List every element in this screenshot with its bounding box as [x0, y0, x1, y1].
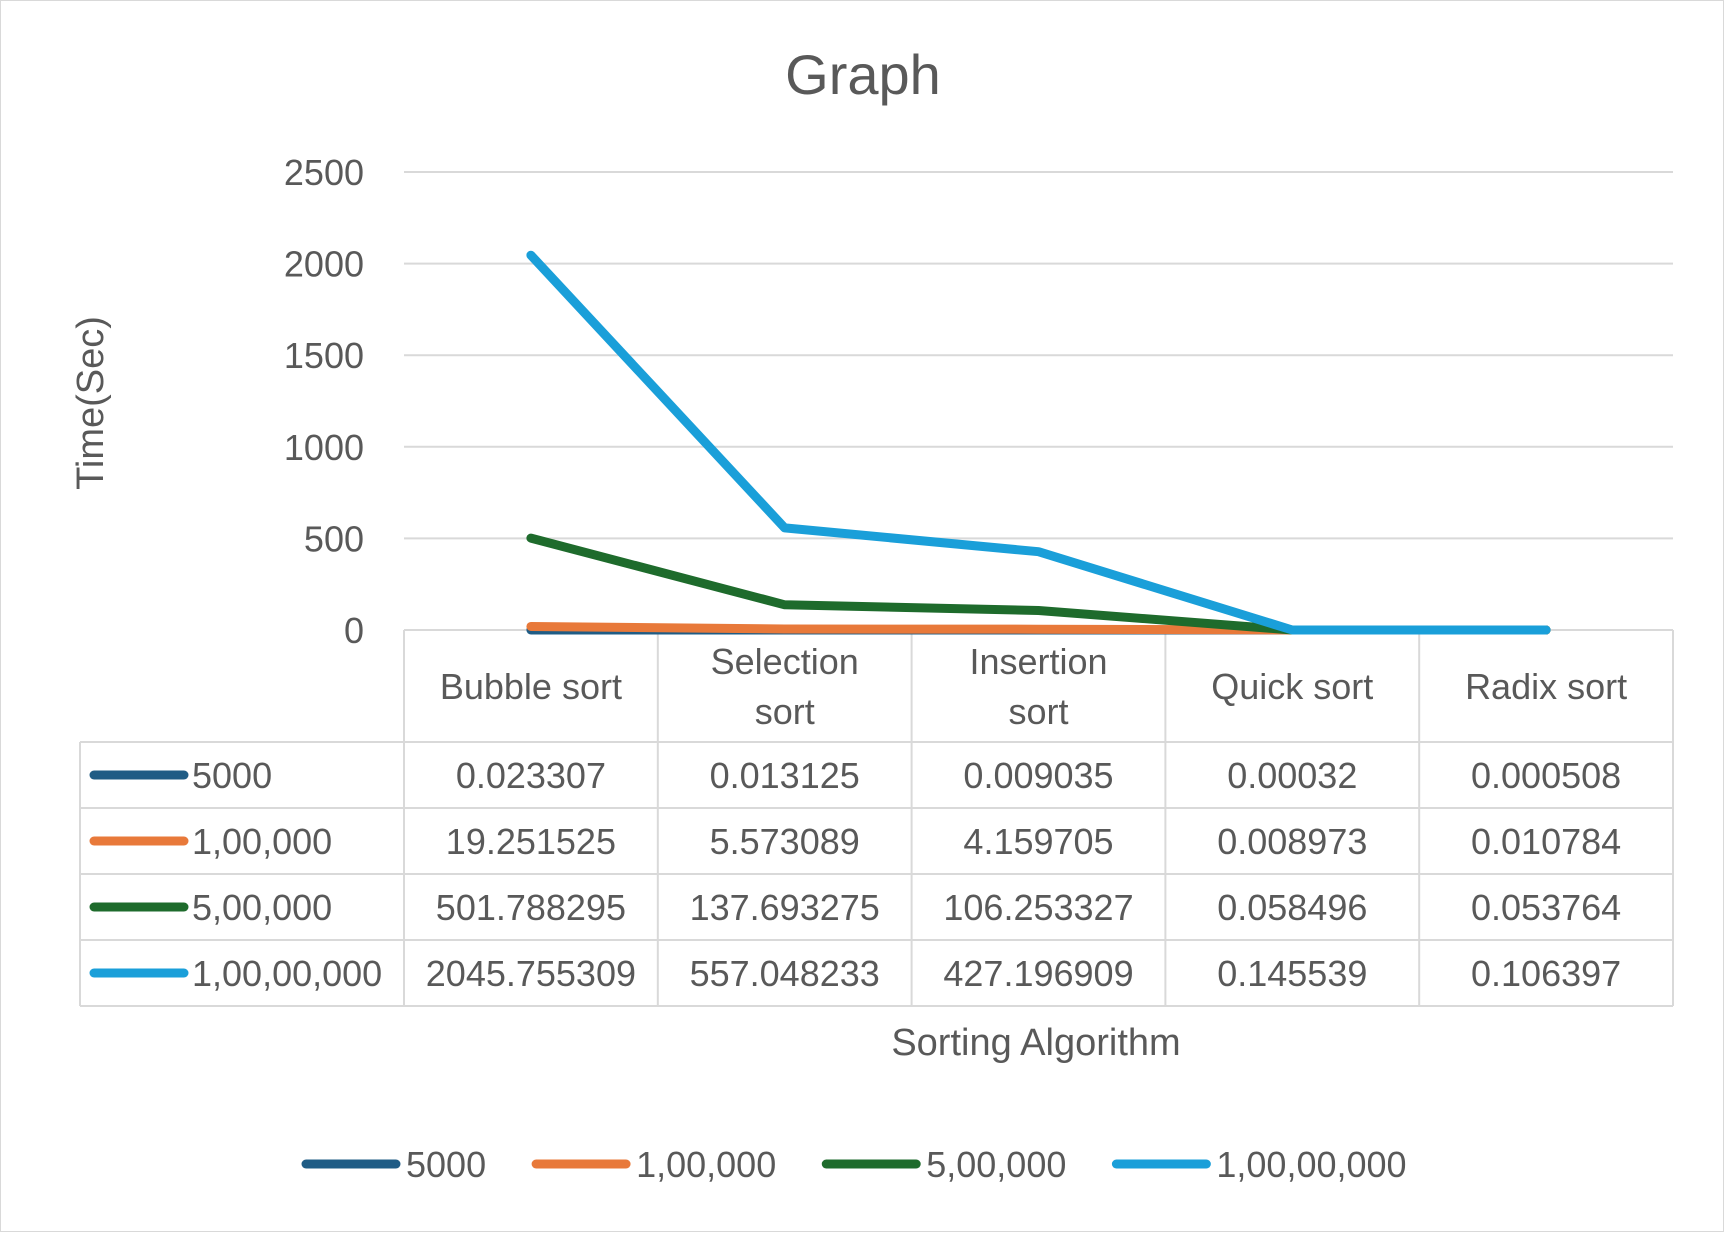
data-cell: 501.788295	[436, 887, 626, 928]
legend: 5000 1,00,000 5,00,000 1,00,00,000	[301, 1144, 1407, 1185]
legend-label: 5,00,000	[926, 1144, 1066, 1185]
category-label: sort	[755, 691, 815, 732]
data-cell: 0.009035	[963, 755, 1113, 796]
data-cell: 137.693275	[690, 887, 880, 928]
data-cell: 0.145539	[1217, 953, 1367, 994]
data-cell: 5.573089	[710, 821, 860, 862]
data-cell: 0.008973	[1217, 821, 1367, 862]
data-cell: 0.023307	[456, 755, 606, 796]
y-axis-ticks: 0 500 1000 1500 2000 2500	[284, 152, 364, 651]
data-cell: 0.106397	[1471, 953, 1621, 994]
y-tick-label: 500	[304, 518, 364, 559]
data-cell: 2045.755309	[426, 953, 636, 994]
series-line	[526, 250, 1551, 635]
data-cell: 0.058496	[1217, 887, 1367, 928]
chart-title: Graph	[785, 43, 941, 106]
data-cell: 557.048233	[690, 953, 880, 994]
category-label: Bubble sort	[440, 666, 622, 707]
series-lines	[526, 250, 1551, 635]
y-tick-label: 1000	[284, 427, 364, 468]
legend-label: 1,00,00,000	[1216, 1144, 1406, 1185]
category-label: Selection	[711, 641, 859, 682]
y-tick-label: 2500	[284, 152, 364, 193]
table-series-name: 1,00,00,000	[192, 953, 382, 994]
data-cell: 19.251525	[446, 821, 616, 862]
legend-label: 5000	[406, 1144, 486, 1185]
legend-label: 1,00,000	[636, 1144, 776, 1185]
category-label: Quick sort	[1211, 666, 1373, 707]
gridlines	[404, 171, 1673, 540]
data-cell: 106.253327	[943, 887, 1133, 928]
table-series-name: 5,00,000	[192, 887, 332, 928]
data-cell: 0.00032	[1227, 755, 1357, 796]
data-cell: 0.000508	[1471, 755, 1621, 796]
y-axis-label: Time(Sec)	[70, 316, 112, 490]
y-tick-label: 1500	[284, 335, 364, 376]
category-label: sort	[1008, 691, 1068, 732]
category-label: Insertion	[969, 641, 1107, 682]
data-cell: 0.010784	[1471, 821, 1621, 862]
data-cell: 0.053764	[1471, 887, 1621, 928]
y-tick-label: 2000	[284, 244, 364, 285]
data-cell: 427.196909	[943, 953, 1133, 994]
category-label: Radix sort	[1465, 666, 1627, 707]
data-cell: 0.013125	[710, 755, 860, 796]
y-tick-label: 0	[344, 610, 364, 651]
table-series-name: 1,00,000	[192, 821, 332, 862]
x-axis-label: Sorting Algorithm	[891, 1022, 1180, 1064]
table-series-name: 5000	[192, 755, 272, 796]
data-cell: 4.159705	[963, 821, 1113, 862]
data-table: Bubble sort Selection sort Insertion sort Qui…	[79, 629, 1674, 1007]
